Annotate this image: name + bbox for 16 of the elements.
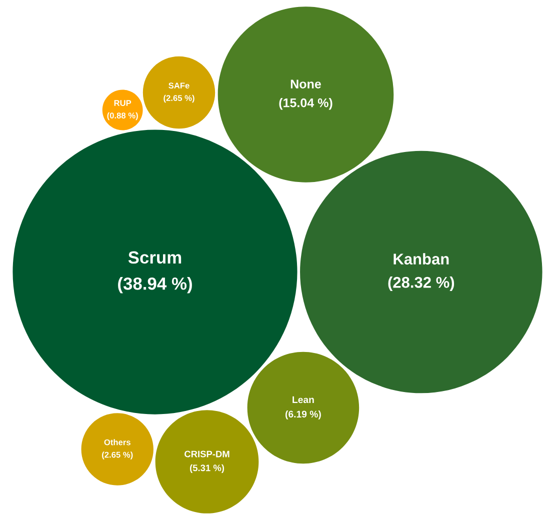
category-label: RUP	[114, 100, 132, 106]
category-label: SAFe	[168, 82, 190, 89]
data-label: (2.65 %)	[102, 452, 133, 460]
category-label: Scrum	[128, 251, 182, 264]
category-label: Others	[104, 439, 130, 446]
category-label: Kanban	[394, 253, 449, 265]
data-label: (2.65 %)	[164, 94, 194, 103]
data-label: (0.88 %)	[107, 112, 138, 120]
data-label: (5.31 %)	[190, 464, 224, 473]
category-label: Lean	[292, 396, 314, 404]
data-label: (28.32 %)	[388, 276, 454, 291]
data-label: (6.19 %)	[285, 410, 321, 420]
data-label: (38.94 %)	[118, 277, 192, 294]
category-label: CRISP-DM	[184, 450, 230, 458]
data-label: (15.04 %)	[279, 98, 332, 110]
category-label: None	[290, 80, 321, 88]
